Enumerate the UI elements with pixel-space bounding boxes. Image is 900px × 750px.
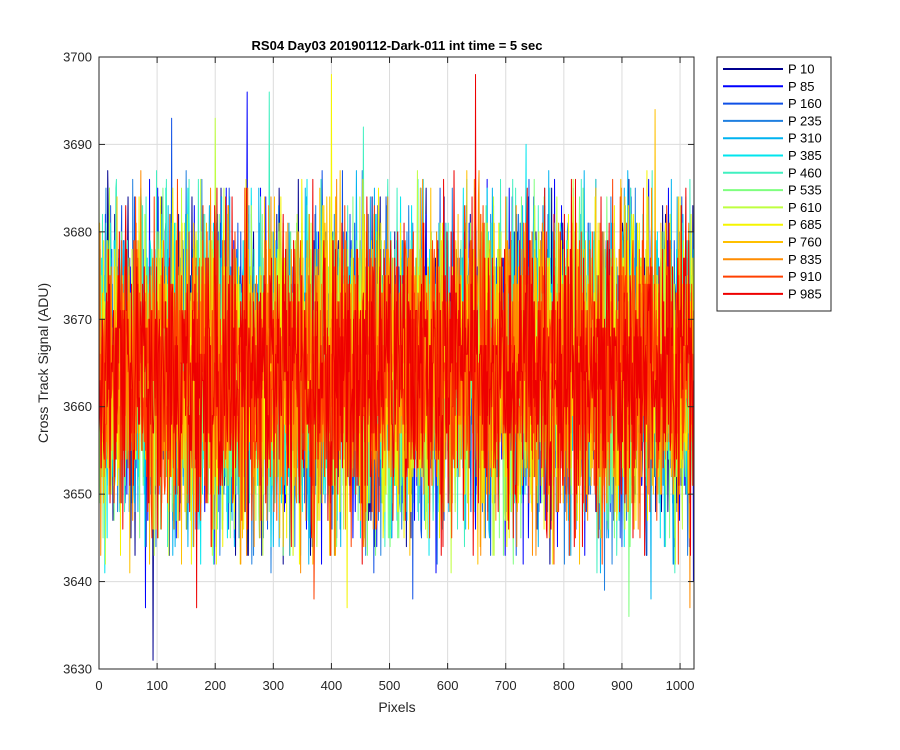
legend-label: P 160: [788, 96, 822, 111]
x-tick-label: 1000: [666, 678, 695, 693]
x-tick-label: 900: [611, 678, 633, 693]
y-tick-label: 3700: [63, 50, 92, 65]
legend-label: P 610: [788, 200, 822, 215]
legend-label: P 85: [788, 79, 815, 94]
legend-label: P 310: [788, 131, 822, 146]
legend-label: P 235: [788, 113, 822, 128]
x-tick-label: 0: [95, 678, 102, 693]
series-lines: [98, 73, 694, 661]
legend-label: P 685: [788, 217, 822, 232]
legend-label: P 535: [788, 183, 822, 198]
y-tick-label: 3650: [63, 487, 92, 502]
legend-label: P 985: [788, 286, 822, 301]
series-line-p-985: [98, 73, 694, 609]
x-tick-label: 500: [379, 678, 401, 693]
y-axis-label: Cross Track Signal (ADU): [35, 283, 51, 443]
x-tick-label: 700: [495, 678, 517, 693]
legend-box: [716, 56, 832, 312]
x-axis-label: Pixels: [378, 699, 415, 715]
legend-label: P 385: [788, 148, 822, 163]
x-tick-label: 400: [321, 678, 343, 693]
legend: P 10 P 85 P 160 P 235 P 310 P 385 P 460 P 535 P …: [716, 56, 832, 312]
axis-ticks: 0 100 200 300 400 500 600 700 800 900 1000 3630 3640…: [63, 50, 694, 694]
x-tick-label: 600: [437, 678, 459, 693]
x-tick-label: 800: [553, 678, 575, 693]
legend-label: P 910: [788, 269, 822, 284]
y-tick-label: 3660: [63, 399, 92, 414]
y-tick-label: 3640: [63, 574, 92, 589]
y-tick-label: 3630: [63, 662, 92, 677]
plot-area: 0 100 200 300 400 500 600 700 800 900 1000 3630 3640…: [63, 50, 694, 694]
legend-label: P 460: [788, 165, 822, 180]
chart-title: RS04 Day03 20190112-Dark-011 int time = …: [252, 38, 543, 53]
y-tick-label: 3690: [63, 137, 92, 152]
axes-frame: [98, 56, 695, 670]
legend-entries: P 10 P 85 P 160 P 235 P 310 P 385 P 460 P 535 P …: [723, 62, 822, 301]
x-tick-label: 300: [262, 678, 284, 693]
x-tick-label: 100: [146, 678, 168, 693]
y-tick-label: 3670: [63, 312, 92, 327]
legend-label: P 10: [788, 62, 815, 77]
y-tick-label: 3680: [63, 224, 92, 239]
legend-label: P 835: [788, 252, 822, 267]
legend-label: P 760: [788, 235, 822, 250]
x-tick-label: 200: [204, 678, 226, 693]
